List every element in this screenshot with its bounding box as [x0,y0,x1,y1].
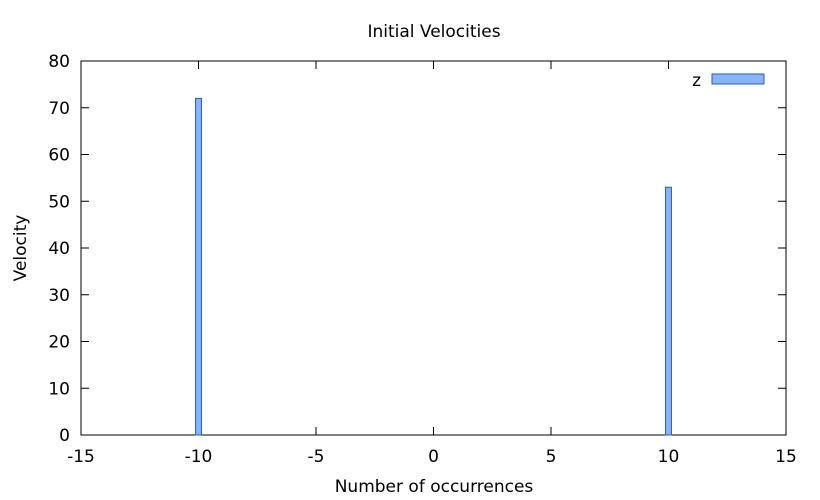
x-tick-label: 0 [428,447,439,467]
x-tick-label: -15 [67,447,95,467]
y-tick-label: 60 [48,146,70,166]
y-tick-label: 20 [48,333,70,353]
y-tick-label: 30 [48,286,70,306]
y-tick-label: 50 [48,192,70,212]
x-axis-label: Number of occurrences [335,477,534,497]
bar [195,97,202,436]
x-tick-label: -5 [308,447,325,467]
bar [665,186,672,436]
y-tick-label: 10 [48,379,70,399]
x-axis: -15 -10 -5 0 5 10 15 [67,61,797,467]
legend-swatch [711,73,765,85]
y-tick-label: 40 [48,239,70,259]
y-tick-label: 70 [48,99,70,119]
plot-frame [80,60,787,436]
y-tick-label: 0 [59,426,70,446]
x-tick-label: 10 [658,447,680,467]
y-axis-label: Velocity [11,215,31,282]
bars [195,97,672,436]
x-tick-label: 15 [775,447,797,467]
y-axis: 0 10 20 30 40 50 60 70 80 [48,52,786,446]
x-tick-label: 5 [546,447,557,467]
legend-label: z [692,71,701,91]
x-tick-label: -10 [185,447,213,467]
y-tick-label: 80 [48,52,70,72]
legend: z [692,71,765,91]
chart-title: Initial Velocities [367,22,500,42]
